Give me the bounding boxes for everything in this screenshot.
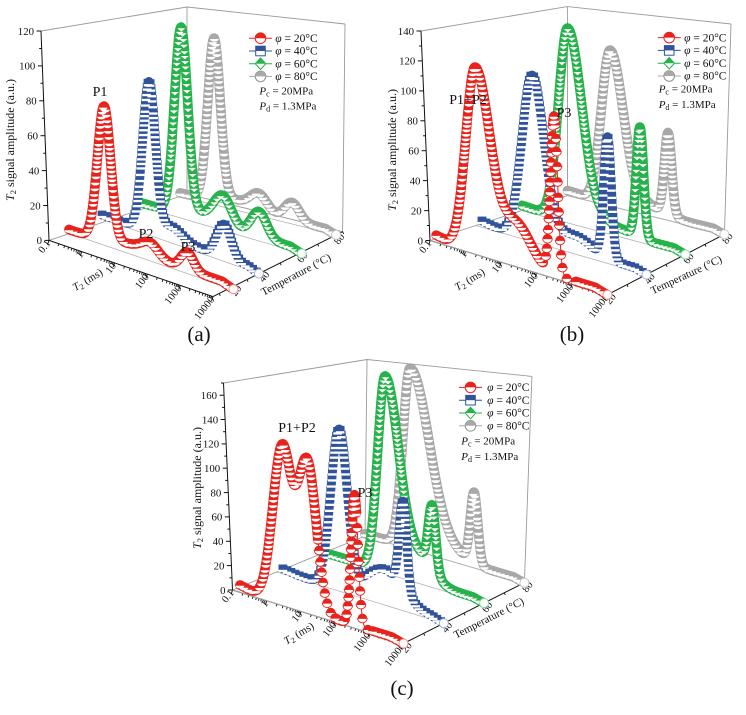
svg-text:φ = 20°C: φ = 20°C <box>684 32 727 44</box>
svg-text:P1+P2: P1+P2 <box>449 93 486 108</box>
svg-text:20: 20 <box>411 205 422 217</box>
svg-text:φ = 20°C: φ = 20°C <box>487 382 530 394</box>
svg-text:80: 80 <box>26 96 37 108</box>
svg-text:P2: P2 <box>139 227 154 242</box>
svg-text:20: 20 <box>30 200 41 212</box>
svg-text:T2 signal amplitude (a.u.): T2 signal amplitude (a.u.) <box>3 79 18 201</box>
svg-text:P3: P3 <box>358 486 373 501</box>
svg-text:80: 80 <box>407 116 418 128</box>
svg-text:(a): (a) <box>187 322 210 346</box>
svg-text:P3: P3 <box>557 106 572 121</box>
svg-text:60: 60 <box>27 131 38 143</box>
svg-text:φ = 40°C: φ = 40°C <box>487 395 530 407</box>
svg-text:T2 signal amplitude (a.u.): T2 signal amplitude (a.u.) <box>385 89 400 211</box>
svg-text:100: 100 <box>19 61 35 73</box>
svg-text:(c): (c) <box>390 676 413 700</box>
svg-text:T2 signal amplitude (a.u.): T2 signal amplitude (a.u.) <box>190 427 205 549</box>
svg-text:φ = 80°C: φ = 80°C <box>684 71 727 83</box>
svg-text:100: 100 <box>204 463 220 475</box>
svg-text:120: 120 <box>399 56 415 68</box>
svg-text:40: 40 <box>410 175 421 187</box>
svg-text:P3: P3 <box>181 240 196 255</box>
svg-text:60: 60 <box>408 146 419 158</box>
svg-text:φ = 80°C: φ = 80°C <box>487 421 530 433</box>
svg-text:φ = 60°C: φ = 60°C <box>275 58 318 70</box>
svg-text:φ = 40°C: φ = 40°C <box>275 46 318 58</box>
svg-text:60: 60 <box>212 512 223 524</box>
svg-text:φ = 60°C: φ = 60°C <box>684 58 727 70</box>
svg-text:φ = 80°C: φ = 80°C <box>275 71 318 83</box>
svg-text:100: 100 <box>400 86 416 98</box>
svg-text:P1+P2: P1+P2 <box>278 421 315 436</box>
svg-text:40: 40 <box>29 165 40 177</box>
svg-text:φ = 40°C: φ = 40°C <box>684 45 727 57</box>
svg-text:φ = 20°C: φ = 20°C <box>275 33 318 45</box>
svg-text:φ = 60°C: φ = 60°C <box>487 408 530 420</box>
svg-text:160: 160 <box>201 390 217 402</box>
svg-text:80: 80 <box>211 487 222 499</box>
svg-text:P1: P1 <box>93 85 108 100</box>
svg-text:140: 140 <box>202 414 218 426</box>
svg-text:20: 20 <box>214 560 225 572</box>
svg-text:140: 140 <box>398 26 414 38</box>
svg-text:120: 120 <box>18 26 34 38</box>
svg-text:(b): (b) <box>560 322 585 346</box>
svg-text:40: 40 <box>213 536 224 548</box>
svg-text:120: 120 <box>203 439 219 451</box>
